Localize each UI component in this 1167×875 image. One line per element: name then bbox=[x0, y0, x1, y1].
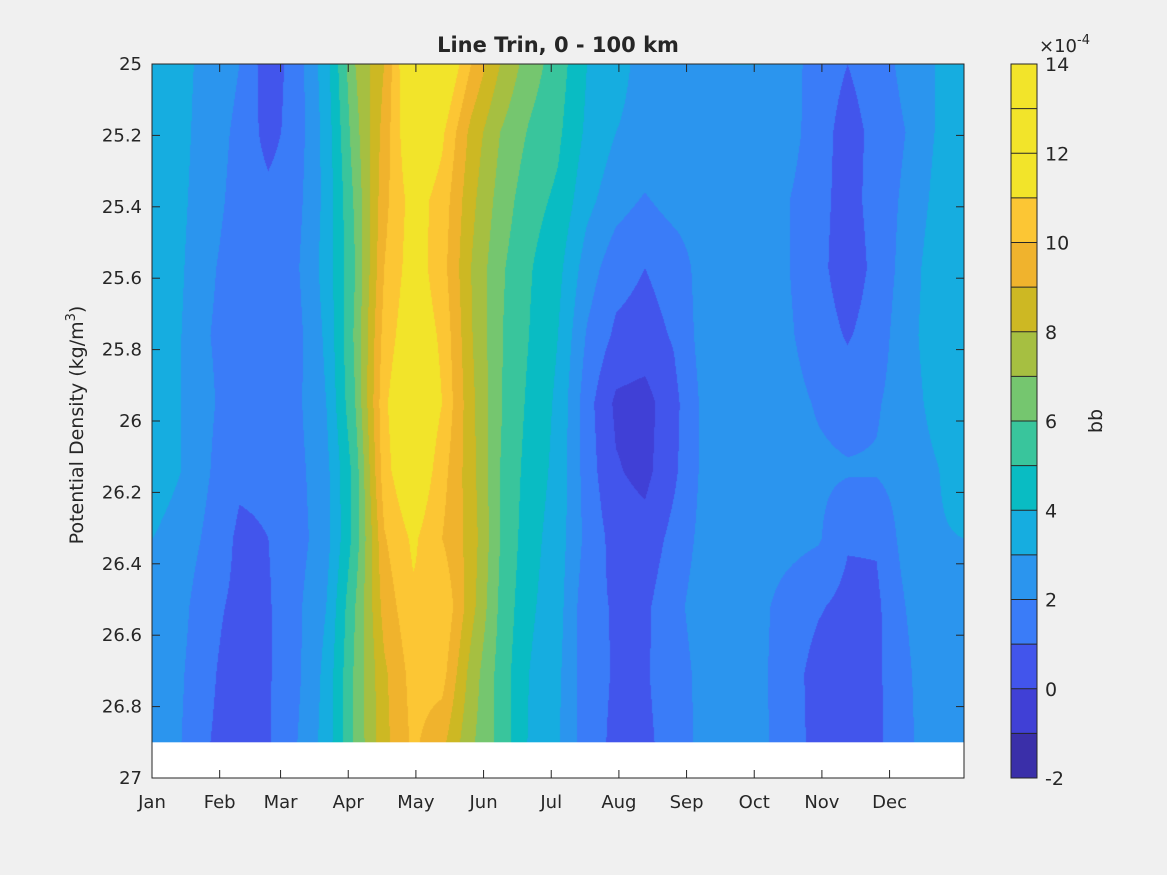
colorbar bbox=[1011, 64, 1037, 778]
colorbar-tick-label: 12 bbox=[1045, 143, 1069, 165]
y-tick-label: 25.6 bbox=[102, 268, 142, 289]
x-tick-label: Oct bbox=[739, 792, 770, 813]
y-axis-label-main: Potential Density (kg/m bbox=[66, 321, 88, 544]
x-tick-label: Sep bbox=[670, 792, 704, 813]
x-tick-label: Aug bbox=[601, 792, 636, 813]
colorbar-level bbox=[1011, 466, 1037, 511]
colorbar-label: bb bbox=[1085, 409, 1107, 433]
colorbar-exponent-power: -4 bbox=[1077, 33, 1090, 48]
x-tick-label: May bbox=[397, 792, 435, 813]
x-tick-label: Jul bbox=[539, 792, 562, 813]
x-tick-label: Dec bbox=[872, 792, 907, 813]
y-tick-label: 25.8 bbox=[102, 340, 142, 361]
y-tick-label: 26.4 bbox=[102, 554, 142, 575]
colorbar-tick-label: 0 bbox=[1045, 679, 1057, 701]
y-tick-label: 26.6 bbox=[102, 625, 142, 646]
contour-fill bbox=[152, 64, 964, 742]
colorbar-level bbox=[1011, 109, 1037, 154]
y-tick-label: 26.8 bbox=[102, 697, 142, 718]
colorbar-level bbox=[1011, 689, 1037, 734]
colorbar-exponent-prefix: ×10 bbox=[1039, 36, 1077, 57]
x-tick-label: Jan bbox=[137, 792, 166, 813]
y-tick-label: 25.4 bbox=[102, 197, 142, 218]
colorbar-level bbox=[1011, 153, 1037, 198]
y-tick-label: 26 bbox=[119, 411, 142, 432]
colorbar-tick-label: 6 bbox=[1045, 411, 1057, 433]
x-tick-label: Mar bbox=[264, 792, 299, 813]
colorbar-level bbox=[1011, 243, 1037, 288]
colorbar-tick-label: -2 bbox=[1045, 768, 1064, 790]
x-tick-label: Feb bbox=[204, 792, 236, 813]
colorbar-tick-label: 2 bbox=[1045, 590, 1057, 612]
colorbar-level bbox=[1011, 332, 1037, 377]
y-axis-label-close: ) bbox=[66, 306, 88, 313]
x-tick-label: Apr bbox=[333, 792, 365, 813]
x-tick-label: Jun bbox=[469, 792, 498, 813]
y-axis-label: Potential Density (kg/m3) bbox=[64, 306, 88, 545]
y-axis-label-superscript: 3 bbox=[64, 313, 79, 321]
chart-title: Line Trin, 0 - 100 km bbox=[437, 33, 679, 57]
colorbar-exponent: ×10-4 bbox=[1039, 33, 1090, 57]
colorbar-level bbox=[1011, 733, 1037, 778]
y-tick-label: 25.2 bbox=[102, 125, 142, 146]
colorbar-axis: -2 0 2 4 6 8 10 12 14 bbox=[1045, 54, 1069, 790]
colorbar-tick-label: 14 bbox=[1045, 54, 1069, 76]
colorbar-level bbox=[1011, 555, 1037, 600]
contour-image bbox=[152, 64, 964, 742]
y-tick-label: 27 bbox=[119, 768, 142, 789]
colorbar-level bbox=[1011, 421, 1037, 466]
colorbar-level bbox=[1011, 198, 1037, 243]
y-tick-label: 26.2 bbox=[102, 482, 142, 503]
colorbar-level bbox=[1011, 64, 1037, 109]
colorbar-tick-label: 10 bbox=[1045, 233, 1069, 255]
colorbar-level bbox=[1011, 644, 1037, 689]
colorbar-level bbox=[1011, 600, 1037, 645]
colorbar-level bbox=[1011, 510, 1037, 555]
x-tick-label: Nov bbox=[804, 792, 839, 813]
colorbar-level bbox=[1011, 287, 1037, 332]
colorbar-level bbox=[1011, 376, 1037, 421]
y-tick-label: 25 bbox=[119, 54, 142, 75]
colorbar-tick-label: 4 bbox=[1045, 500, 1057, 522]
colorbar-tick-label: 8 bbox=[1045, 322, 1057, 344]
